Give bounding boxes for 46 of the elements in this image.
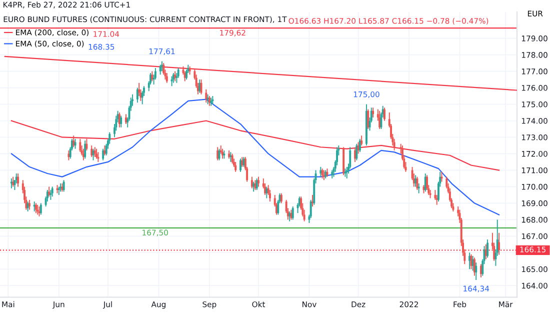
candlestick [230, 152, 232, 162]
candlestick [416, 176, 418, 190]
candlestick [234, 161, 237, 172]
candlestick [393, 138, 396, 151]
candlestick [349, 146, 352, 170]
candlestick [51, 186, 54, 198]
candlestick [159, 64, 162, 76]
candlestick [356, 143, 358, 161]
candlestick [372, 107, 374, 118]
candlestick [104, 144, 106, 156]
candlestick [266, 186, 268, 199]
candlestick [36, 204, 39, 216]
candlestick [418, 182, 420, 194]
candlestick [436, 194, 438, 206]
candlestick [90, 144, 93, 158]
line-series [10, 120, 500, 171]
candlestick [292, 206, 294, 220]
candlestick [498, 232, 500, 256]
candlestick [166, 72, 168, 84]
candlestick [367, 108, 370, 130]
candlestick [97, 152, 100, 162]
candlestick [254, 180, 256, 190]
candlestick [17, 173, 19, 188]
candlestick [120, 115, 122, 128]
candlestick [206, 94, 209, 105]
candlestick [176, 72, 178, 84]
candlestick [35, 202, 37, 214]
candlestick [50, 190, 52, 200]
candlestick [72, 135, 75, 148]
candlestick [79, 138, 82, 153]
candlestick [320, 166, 322, 178]
candlestick [290, 209, 292, 220]
candlestick [68, 150, 70, 161]
candlestick [231, 153, 234, 164]
candlestick [258, 176, 260, 188]
candlestick [256, 178, 258, 190]
candlestick [86, 138, 88, 151]
candlestick [136, 87, 138, 104]
candlestick [205, 88, 208, 104]
candlestick [105, 143, 108, 156]
candlestick [321, 168, 324, 179]
candlestick [10, 178, 12, 189]
candlestick [170, 76, 173, 87]
candlestick [222, 148, 224, 160]
candlestick [151, 70, 154, 82]
candlestick [470, 254, 472, 270]
